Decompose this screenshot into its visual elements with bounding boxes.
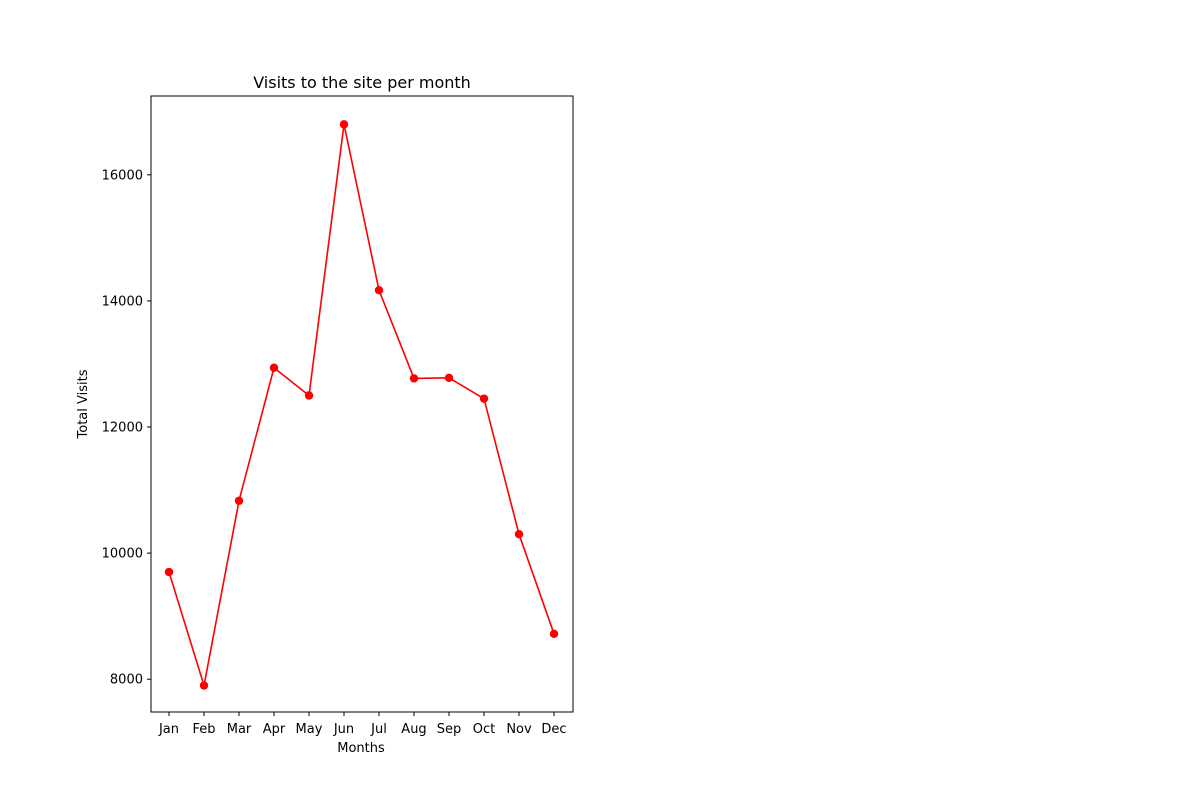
x-tick-label: Jun — [333, 722, 354, 737]
data-point-mar — [234, 496, 244, 505]
y-tick-label: 10000 — [102, 547, 143, 562]
data-point-jan — [164, 567, 174, 577]
x-axis-ticks: Jan Feb Mar Apr May Jun Jul Aug Sep Oct Nov Dec — [158, 712, 567, 737]
y-tick-label: 12000 — [102, 421, 143, 436]
data-point-jul — [374, 285, 384, 295]
data-point-nov — [514, 529, 524, 539]
data-point-aug — [409, 374, 419, 383]
x-tick-label: Jan — [158, 722, 179, 737]
x-tick-label: Jul — [370, 722, 387, 737]
data-point-feb — [199, 681, 209, 690]
data-point-sep — [444, 373, 454, 383]
x-tick-label: Aug — [401, 722, 426, 737]
chart-title: Visits to the site per month — [253, 73, 471, 92]
series-layer — [164, 120, 559, 690]
x-tick-label: Mar — [227, 722, 252, 737]
x-tick-label: Feb — [192, 722, 215, 737]
y-axis-ticks: 8000 10000 12000 14000 16000 — [102, 168, 151, 688]
data-point-dec — [549, 629, 559, 639]
plot-area — [150, 95, 574, 713]
x-tick-label: Sep — [437, 722, 462, 737]
data-point-apr — [269, 363, 279, 372]
x-tick-label: May — [296, 722, 323, 737]
x-tick-label: Apr — [263, 722, 286, 737]
y-tick-label: 8000 — [110, 673, 143, 688]
y-tick-label: 14000 — [102, 294, 143, 309]
y-tick-label: 16000 — [102, 168, 143, 183]
series-line — [168, 123, 555, 687]
x-tick-label: Dec — [541, 722, 566, 737]
x-axis-label: Months — [337, 741, 385, 756]
data-point-may — [304, 391, 314, 400]
x-tick-label: Oct — [473, 722, 495, 737]
y-axis-label: Total Visits — [76, 369, 91, 439]
x-tick-label: Nov — [506, 722, 532, 737]
data-point-oct — [479, 394, 489, 403]
data-point-jun — [339, 120, 349, 129]
